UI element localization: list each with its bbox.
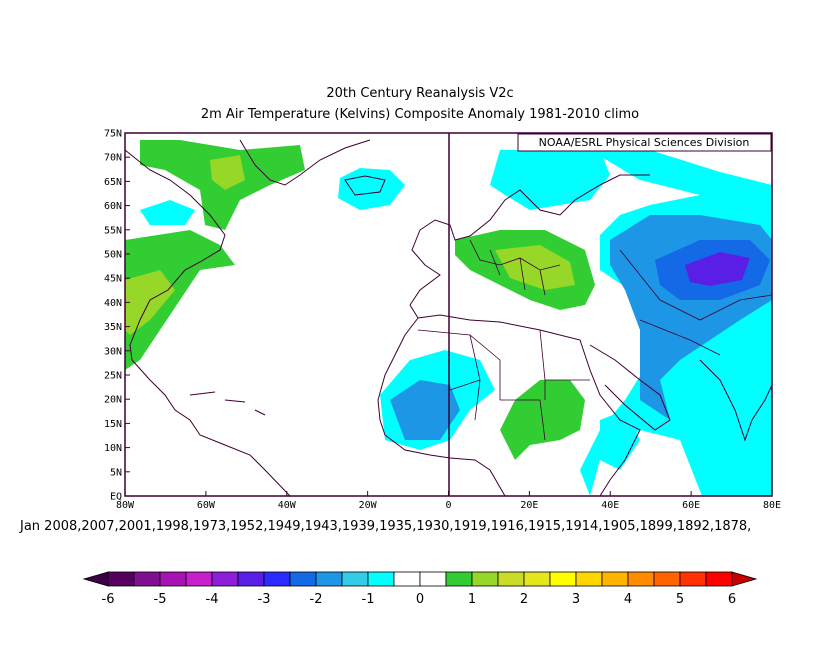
colorbar-swatch [549, 571, 577, 587]
colorbar-label: 3 [572, 592, 580, 607]
lon-tick-label: 40E [601, 500, 619, 511]
colorbar-swatch [627, 571, 655, 587]
colorbar-swatch [159, 571, 187, 587]
colorbar-swatch [679, 571, 707, 587]
anomaly-blue-sahel [390, 380, 460, 440]
anomaly-cyan-atlantic [338, 168, 405, 210]
colorbar-swatch [185, 571, 213, 587]
credit-text: NOAA/ESRL Physical Sciences Division [539, 136, 750, 149]
colorbar-label: 5 [676, 592, 684, 607]
chart-subtitle: 2m Air Temperature (Kelvins) Composite A… [200, 107, 640, 122]
coast-greenland [239, 139, 371, 186]
lat-tick-label: 35N [104, 322, 122, 333]
colorbar-swatch [601, 571, 629, 587]
colorbar-swatch [419, 571, 447, 587]
colorbar-swatch [653, 571, 681, 587]
anomaly-green-eastcoast-na [125, 230, 235, 370]
colorbar-swatch [497, 571, 525, 587]
anomaly-cyan-scandinavia [490, 150, 610, 210]
anomaly-fields [125, 140, 772, 496]
colorbar-label: 2 [520, 592, 528, 607]
border-europe-1 [469, 239, 561, 296]
colorbar-swatch [367, 571, 395, 587]
colorbar-label: 6 [728, 592, 736, 607]
lon-tick-label: 0 [445, 500, 451, 511]
colorbar-swatch [263, 571, 291, 587]
colorbar-label: 4 [624, 592, 632, 607]
colorbar-swatch [445, 571, 473, 587]
lat-tick-label: EQ [110, 492, 122, 503]
lat-tick-label: 10N [104, 443, 122, 454]
lat-tick-label: 60N [104, 201, 122, 212]
colorbar-swatch [211, 571, 239, 587]
anomaly-lime-na [125, 270, 175, 335]
anomaly-purple-kazakhstan [685, 252, 750, 286]
coast-iceland [344, 175, 386, 196]
longitude-axis: 80W 60W 40W 20W 0 20E 40E 60E 80E [116, 491, 781, 511]
latitude-axis: 75N 70N 65N 60N 55N 50N 45N 40N 35N 30N 25N 20N 15N 1… [104, 129, 130, 503]
colorbar-swatch [237, 571, 265, 587]
lon-tick-label: 20W [359, 500, 378, 511]
coastlines [125, 139, 772, 496]
composite-members-label: Jan 2008,2007,2001,1998,1973,1952,1949,1… [20, 519, 752, 534]
colorbar-swatch [289, 571, 317, 587]
lat-tick-label: 75N [104, 129, 122, 140]
lat-tick-label: 25N [104, 371, 122, 382]
coast-europe [409, 174, 650, 319]
borders [417, 239, 772, 441]
credit-box [517, 133, 772, 152]
lon-tick-label: 80E [763, 500, 781, 511]
colorbar-swatch [705, 571, 733, 587]
colorbar-label: -4 [206, 592, 219, 607]
lat-tick-label: 5N [110, 467, 122, 478]
coast-india [699, 359, 772, 442]
caribbean-islands [189, 391, 266, 416]
lat-tick-label: 30N [104, 346, 122, 357]
border-africa-1 [417, 329, 590, 441]
anomaly-lime-europe [495, 245, 575, 290]
colorbar-label: -6 [102, 592, 115, 607]
coast-arabia [589, 344, 671, 431]
colorbar-swatch [523, 571, 551, 587]
colorbar-label: -2 [310, 592, 323, 607]
lat-tick-label: 65N [104, 177, 122, 188]
colorbar-swatch [575, 571, 603, 587]
lat-tick-label: 50N [104, 250, 122, 261]
lat-tick-label: 55N [104, 225, 122, 236]
lon-tick-label: 60W [197, 500, 216, 511]
colorbar-under-arrow [82, 571, 109, 587]
coast-north-america [125, 149, 291, 496]
coast-africa [377, 314, 641, 496]
colorbar-swatch [107, 571, 135, 587]
colorbar-label: -1 [362, 592, 375, 607]
colorbar-label: -3 [258, 592, 271, 607]
colorbar-swatch [315, 571, 343, 587]
lat-tick-label: 45N [104, 274, 122, 285]
lon-tick-label: 20E [520, 500, 538, 511]
anomaly-lime-greenland [210, 155, 245, 190]
lon-tick-label: 80W [116, 500, 135, 511]
colorbar-label: 0 [416, 592, 424, 607]
lon-tick-label: 40W [278, 500, 297, 511]
colorbar-swatch [471, 571, 499, 587]
colorbar: -6 -5 -4 -3 -2 -1 0 1 2 3 4 5 6 [82, 571, 758, 607]
colorbar-label: 1 [468, 592, 476, 607]
lat-tick-label: 20N [104, 395, 122, 406]
chart-title: 20th Century Reanalysis V2c [326, 86, 514, 101]
border-asia-1 [619, 249, 772, 356]
colorbar-label: -5 [154, 592, 167, 607]
lat-tick-label: 40N [104, 298, 122, 309]
colorbar-over-arrow [731, 571, 758, 587]
colorbar-swatch [341, 571, 369, 587]
lat-tick-label: 15N [104, 419, 122, 430]
anomaly-cyan-newfoundland [140, 200, 195, 225]
colorbar-swatch [133, 571, 161, 587]
colorbar-swatch [393, 571, 421, 587]
lon-tick-label: 60E [682, 500, 700, 511]
lat-tick-label: 70N [104, 153, 122, 164]
